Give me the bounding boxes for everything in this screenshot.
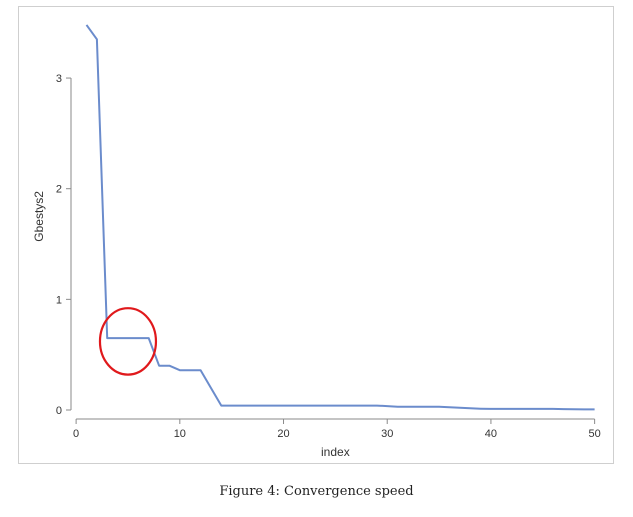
x-tick-label: 40 [485, 428, 497, 440]
axes: 0 10 20 30 40 50 0 1 2 3 index Gbestys2 [32, 73, 601, 459]
y-tick-label: 1 [56, 294, 62, 306]
x-tick-label: 20 [277, 428, 289, 440]
y-axis-title: Gbestys2 [32, 191, 46, 242]
annotation-group [98, 307, 158, 376]
chart-frame: 0 10 20 30 40 50 0 1 2 3 index Gbestys2 [18, 6, 614, 464]
series-group [85, 24, 595, 411]
y-tick-label: 0 [56, 405, 62, 417]
highlight-ellipse [98, 307, 158, 376]
x-tick-label: 50 [589, 428, 601, 440]
y-tick-label: 3 [56, 73, 62, 85]
y-tick-label: 2 [56, 184, 62, 196]
convergence-chart: 0 10 20 30 40 50 0 1 2 3 index Gbestys2 [32, 24, 601, 459]
x-tick-label: 10 [174, 428, 186, 440]
x-tick-label: 30 [381, 428, 393, 440]
x-axis-title: index [321, 445, 350, 459]
series-line-gbestys2 [85, 24, 595, 411]
x-tick-label: 0 [73, 428, 79, 440]
figure-caption: Figure 4: Convergence speed [219, 484, 414, 499]
